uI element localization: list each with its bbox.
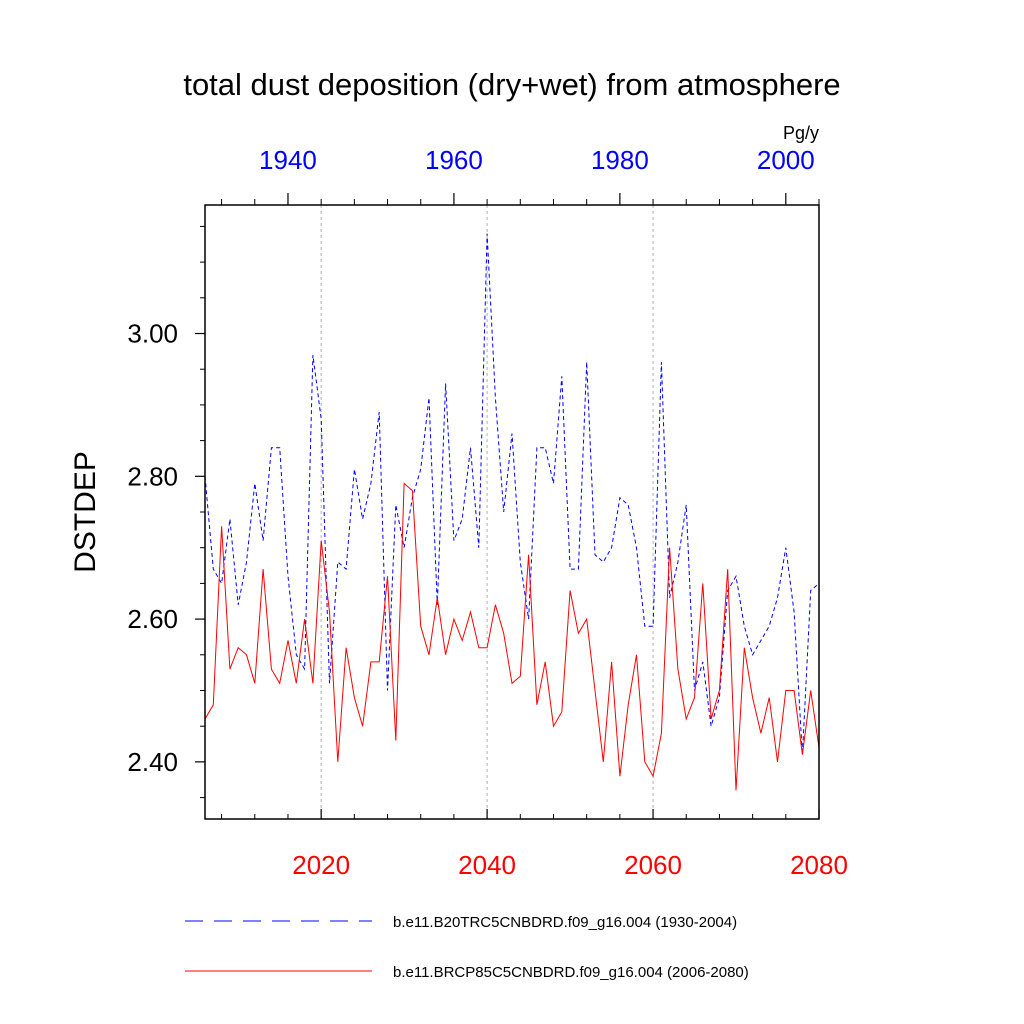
top-tick-label-1940: 1940 [259, 145, 317, 175]
axes: 2020 2040 2060 2080 1940 1960 1980 2000 2.40 2.60… [127, 145, 848, 880]
top-tick-label-1960: 1960 [425, 145, 483, 175]
left-tick-label-1: 2.60 [127, 604, 178, 634]
left-tick-label-0: 2.40 [127, 747, 178, 777]
series-line-1 [204, 482, 820, 791]
plot-frame [204, 204, 820, 820]
gridlines [320, 205, 654, 819]
legend-label-rcp85: b.e11.BRCP85C5CNBDRD.f09_g16.004 (2006-2… [393, 964, 749, 981]
bottom-tick-label-2040: 2040 [458, 850, 516, 880]
y-axis-label: DSTDEP [69, 451, 102, 573]
legend: b.e11.B20TRC5CNBDRD.f09_g16.004 (1930-20… [185, 914, 749, 981]
legend-label-historical: b.e11.B20TRC5CNBDRD.f09_g16.004 (1930-20… [393, 914, 737, 931]
chart-title: total dust deposition (dry+wet) from atm… [183, 67, 840, 102]
bottom-tick-label-2080: 2080 [790, 850, 848, 880]
bottom-tick-label-2020: 2020 [292, 850, 350, 880]
series-line-0 [204, 233, 820, 755]
units-label: Pg/y [783, 123, 819, 143]
left-tick-label-2: 2.80 [127, 461, 178, 491]
series-layer [204, 233, 820, 791]
top-tick-label-2000: 2000 [757, 145, 815, 175]
bottom-tick-label-2060: 2060 [624, 850, 682, 880]
top-tick-label-1980: 1980 [591, 145, 649, 175]
left-tick-label-3: 3.00 [127, 319, 178, 349]
